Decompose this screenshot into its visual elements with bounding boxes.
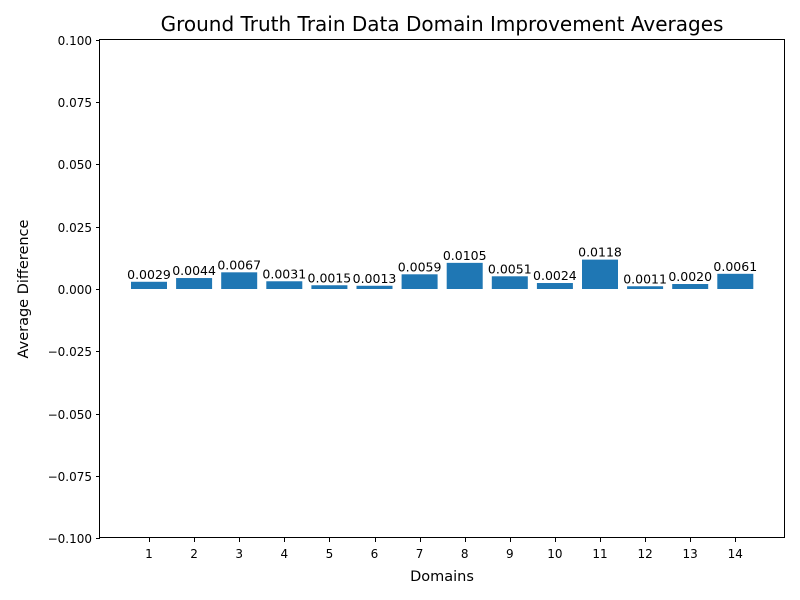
- y-tick-label: −0.050: [48, 408, 92, 422]
- bar-domain-10: [536, 283, 573, 289]
- bar-domain-6: [356, 285, 393, 289]
- data-label-domain-7: 0.0059: [398, 259, 442, 274]
- bar-domain-7: [401, 274, 438, 289]
- data-label-domain-6: 0.0013: [353, 271, 397, 286]
- bar-domain-8: [446, 262, 483, 289]
- x-tick-label-6: 6: [371, 547, 379, 561]
- data-label-domain-9: 0.0051: [488, 261, 532, 276]
- bar-domain-13: [672, 284, 709, 289]
- x-tick-label-11: 11: [592, 547, 607, 561]
- x-tick-label-8: 8: [461, 547, 469, 561]
- data-label-domain-1: 0.0029: [127, 267, 171, 282]
- data-label-domain-8: 0.0105: [443, 248, 487, 263]
- bar-domain-5: [311, 285, 348, 289]
- x-tick-label-2: 2: [190, 547, 198, 561]
- bar-domain-1: [131, 281, 167, 289]
- y-tick-label: −0.100: [48, 532, 92, 546]
- bar-domain-4: [266, 281, 303, 289]
- data-label-domain-12: 0.0011: [623, 271, 667, 286]
- x-axis-label: Domains: [410, 569, 474, 585]
- y-axis-ticks: −0.100 −0.075 −0.050 −0.025 0.000 0.025 0.050 0…: [48, 34, 100, 546]
- y-axis-label: Average Difference: [16, 219, 32, 358]
- y-tick-label: −0.075: [48, 470, 92, 484]
- x-tick-label-5: 5: [326, 547, 334, 561]
- x-tick-label-3: 3: [235, 547, 243, 561]
- plot-frame: [99, 39, 785, 538]
- x-tick-label-1: 1: [145, 547, 153, 561]
- y-tick-label: 0.100: [58, 34, 92, 48]
- y-tick-label: 0.000: [58, 283, 92, 297]
- x-tick-label-13: 13: [683, 547, 698, 561]
- x-tick-label-7: 7: [416, 547, 424, 561]
- bar-domain-2: [176, 278, 213, 289]
- data-label-domain-11: 0.0118: [578, 245, 622, 260]
- y-tick-label: 0.075: [58, 96, 92, 110]
- bar-domain-11: [582, 259, 618, 289]
- x-tick-label-9: 9: [506, 547, 514, 561]
- data-label-domain-10: 0.0024: [533, 268, 577, 283]
- data-label-domain-14: 0.0061: [713, 259, 757, 274]
- y-tick-label: 0.025: [58, 221, 92, 235]
- bar-domain-12: [627, 286, 664, 289]
- x-tick-label-12: 12: [637, 547, 652, 561]
- y-tick-label: −0.025: [48, 345, 92, 359]
- x-axis-ticks: 1 2 3 4 5 6 7 8 9 10 11 12 13 14: [145, 538, 743, 561]
- x-tick-label-10: 10: [547, 547, 562, 561]
- bar-domain-3: [221, 272, 258, 289]
- data-label-domain-2: 0.0044: [172, 263, 216, 278]
- bars-layer: [131, 259, 754, 289]
- x-tick-label-4: 4: [280, 547, 288, 561]
- bar-domain-9: [491, 276, 528, 289]
- x-tick-label-14: 14: [728, 547, 743, 561]
- chart-title: Ground Truth Train Data Domain Improveme…: [161, 12, 724, 36]
- bar-domain-14: [717, 273, 754, 289]
- data-label-domain-3: 0.0067: [217, 257, 261, 272]
- data-label-domain-5: 0.0015: [308, 270, 352, 285]
- data-label-domain-13: 0.0020: [668, 269, 712, 284]
- y-tick-label: 0.050: [58, 158, 92, 172]
- data-label-domain-4: 0.0031: [262, 266, 306, 281]
